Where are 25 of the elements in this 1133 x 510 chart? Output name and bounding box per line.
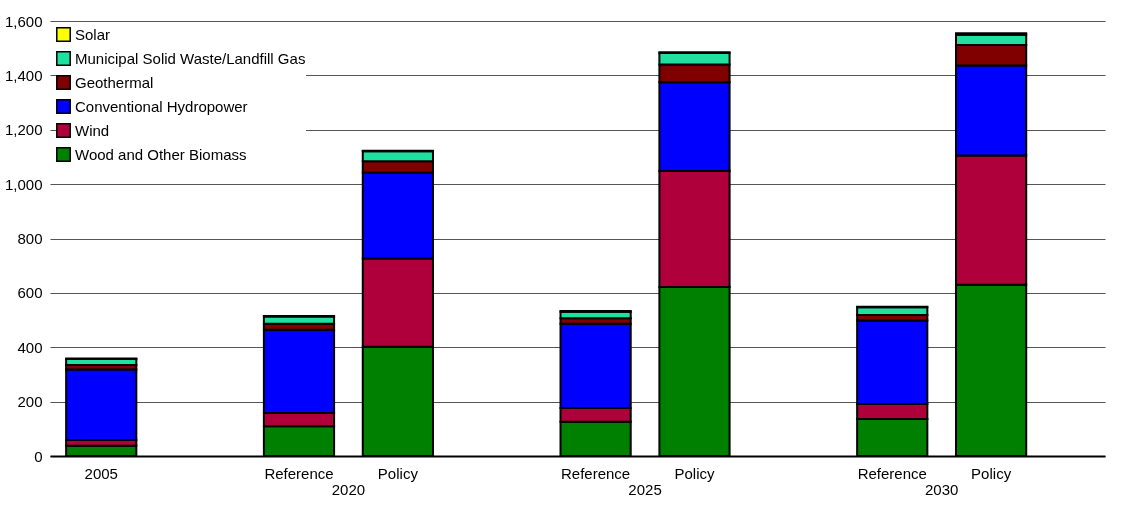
x-tick-label: Reference <box>857 464 927 482</box>
y-tick-label: 400 <box>17 338 43 356</box>
text: 2020 <box>331 481 366 498</box>
y-tick-label: 1,000 <box>4 175 43 193</box>
legend-label: Conventional Hydropower <box>75 97 248 115</box>
x-tick-label: Reference <box>264 464 334 482</box>
legend-label: Geothermal <box>75 73 154 91</box>
y-tick-label: 600 <box>17 284 43 302</box>
x-tick-label: 2005 <box>84 464 118 482</box>
y-tick-label: 1,200 <box>4 121 43 139</box>
legend-label: Solar <box>75 25 111 43</box>
y-tick-label: 800 <box>17 230 43 247</box>
legend-label: Wood and Other Biomass <box>75 145 247 163</box>
legend-label: Wind <box>75 121 110 139</box>
x-tick-label: Reference <box>561 464 631 482</box>
text: 2025 <box>628 481 662 498</box>
x-tick-label: Policy <box>971 464 1012 482</box>
x-tick-label: Policy <box>674 464 715 482</box>
y-tick-label: 1,600 <box>4 12 43 30</box>
text: 2030 <box>924 481 959 498</box>
y-tick-label: 0 <box>34 447 43 465</box>
legend-label: Municipal Solid Waste/Landfill Gas <box>75 49 306 67</box>
y-tick-label: 1,400 <box>4 66 43 84</box>
y-tick-label: 200 <box>17 393 43 411</box>
x-tick-label: Policy <box>377 464 419 482</box>
